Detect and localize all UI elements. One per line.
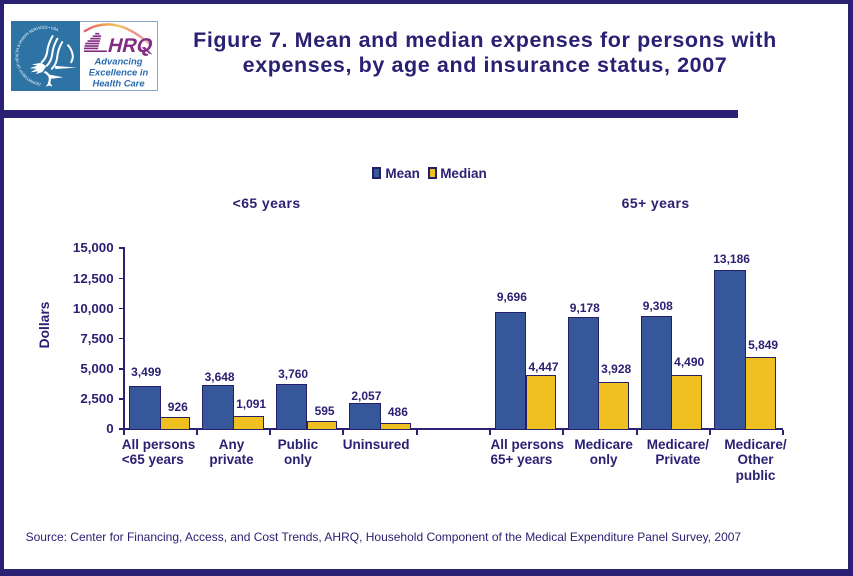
svg-text:Excellence in: Excellence in <box>89 67 149 78</box>
svg-text:Advancing: Advancing <box>94 56 143 67</box>
svg-text:HRQ: HRQ <box>106 36 155 58</box>
svg-text:Health Care: Health Care <box>93 78 145 89</box>
